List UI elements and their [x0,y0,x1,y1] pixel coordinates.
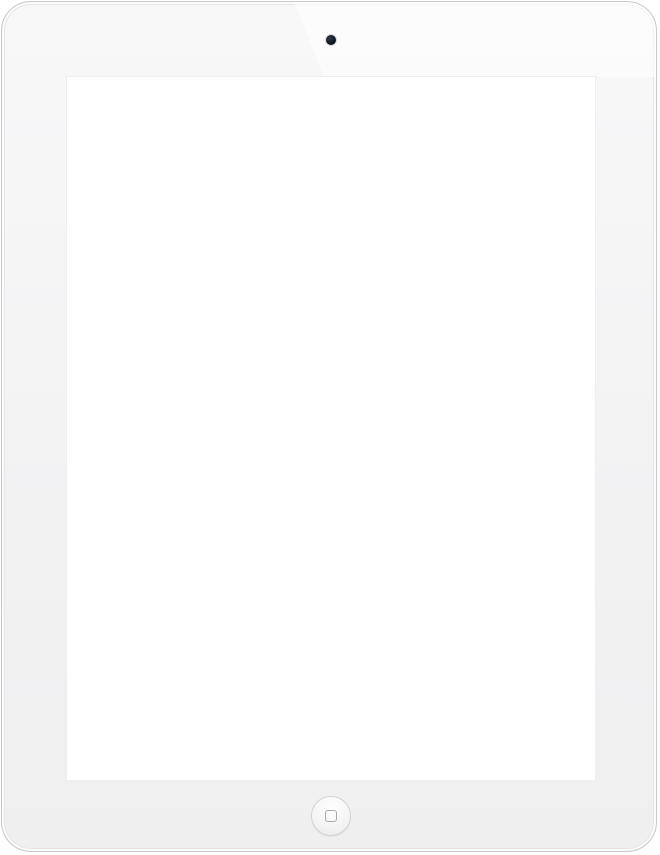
camera-icon [326,35,336,45]
home-square-icon [325,810,337,822]
screen[interactable] [67,77,595,780]
home-button[interactable] [311,796,351,836]
